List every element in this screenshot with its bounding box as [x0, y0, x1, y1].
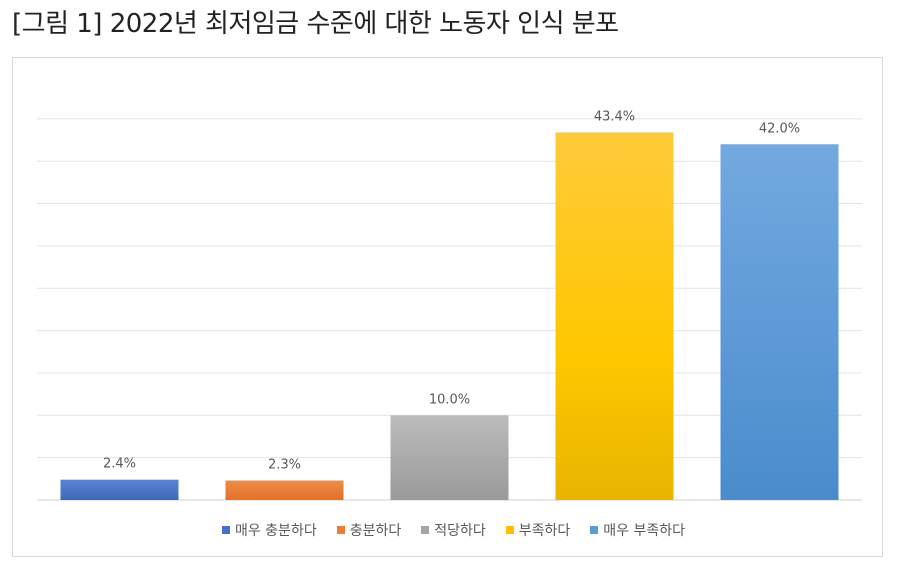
- legend-item: 매우 충분하다: [221, 520, 317, 540]
- chart-legend: 매우 충분하다 충분하다 적당하다 부족하다 매우 부족하다: [0, 520, 907, 540]
- figure-title: [그림 1] 2022년 최저임금 수준에 대한 노동자 인식 분포: [12, 9, 619, 39]
- legend-item: 충분하다: [336, 520, 402, 540]
- legend-swatch: [421, 526, 430, 534]
- bar: [720, 144, 839, 500]
- legend-label: 충분하다: [349, 523, 402, 539]
- bar: [60, 479, 179, 500]
- legend-item: 적당하다: [421, 520, 486, 540]
- data-label: 2.3%: [268, 458, 301, 473]
- data-label: 43.4%: [594, 109, 635, 124]
- legend-swatch: [336, 526, 345, 534]
- legend-label: 매우 충분하다: [234, 523, 317, 539]
- legend-label: 적당하다: [434, 523, 486, 539]
- legend-item: 부족하다: [505, 520, 571, 540]
- legend-swatch: [505, 526, 514, 534]
- legend-swatch: [221, 526, 230, 534]
- legend-label: 부족하다: [518, 523, 571, 539]
- data-label: 10.0%: [429, 392, 470, 407]
- legend-swatch: [590, 526, 599, 534]
- data-label: 42.0%: [759, 121, 800, 136]
- legend-label: 매우 부족하다: [603, 523, 686, 539]
- data-label: 2.4%: [103, 457, 136, 472]
- bar: [225, 480, 344, 500]
- bar: [555, 132, 674, 501]
- bar: [390, 415, 509, 500]
- legend-item: 매우 부족하다: [590, 520, 685, 540]
